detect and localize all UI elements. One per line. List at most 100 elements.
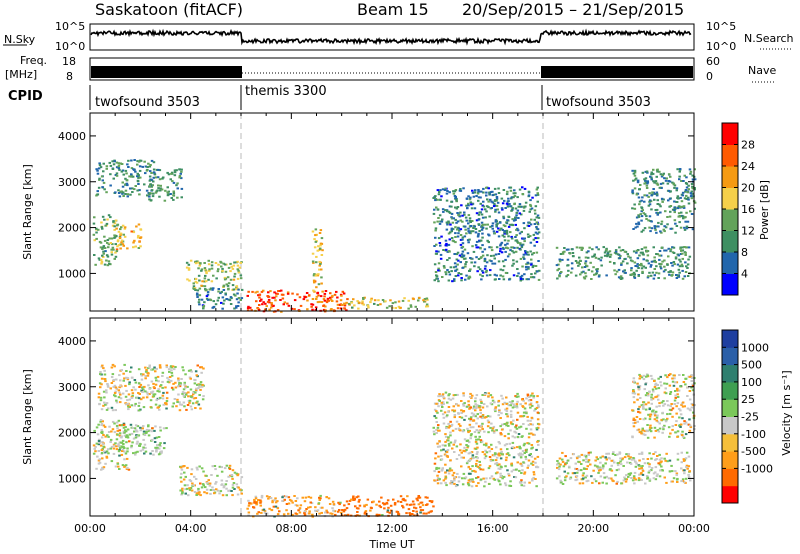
- range-gate-cell: [631, 169, 634, 172]
- range-gate-cell: [154, 376, 158, 379]
- range-gate-cell: [637, 479, 641, 482]
- range-gate-cell: [663, 424, 666, 427]
- range-gate-cell: [675, 420, 678, 423]
- range-gate-cell: [312, 274, 316, 277]
- range-gate-cell: [107, 243, 111, 246]
- range-gate-cell: [116, 245, 119, 248]
- range-gate-cell: [501, 202, 505, 205]
- range-gate-cell: [475, 462, 478, 465]
- range-gate-cell: [97, 459, 101, 462]
- range-gate-cell: [612, 451, 615, 454]
- range-gate-cell: [432, 212, 436, 215]
- range-gate-cell: [165, 400, 169, 402]
- range-gate-cell: [471, 245, 474, 248]
- range-gate-cell: [138, 445, 142, 447]
- range-gate-cell: [531, 276, 535, 279]
- range-gate-cell: [661, 182, 665, 185]
- range-gate-cell: [468, 417, 471, 420]
- range-gate-cell: [564, 455, 567, 458]
- range-gate-cell: [662, 426, 665, 429]
- range-gate-cell: [482, 443, 486, 446]
- range-gate-cell: [451, 280, 454, 283]
- range-gate-cell: [649, 413, 652, 416]
- range-gate-cell: [693, 425, 696, 427]
- range-gate-cell: [444, 481, 447, 484]
- range-gate-cell: [519, 447, 522, 450]
- range-gate-cell: [535, 406, 539, 409]
- range-gate-cell: [313, 290, 316, 293]
- range-gate-cell: [223, 276, 227, 279]
- range-gate-cell: [418, 496, 422, 499]
- range-gate-cell: [445, 484, 448, 487]
- range-gate-cell: [636, 382, 639, 385]
- range-gate-cell: [453, 479, 456, 482]
- range-gate-cell: [475, 240, 479, 243]
- range-gate-cell: [444, 440, 447, 443]
- range-gate-cell: [536, 411, 540, 414]
- range-gate-cell: [153, 393, 157, 396]
- range-gate-cell: [142, 430, 146, 433]
- range-gate-cell: [200, 298, 204, 301]
- range-gate-cell: [186, 385, 189, 388]
- range-gate-cell: [687, 246, 691, 249]
- range-gate-cell: [499, 247, 502, 250]
- range-gate-cell: [161, 397, 165, 400]
- range-gate-cell: [267, 298, 271, 301]
- range-gate-cell: [425, 512, 428, 515]
- range-gate-cell: [136, 172, 139, 175]
- range-gate-cell: [676, 481, 679, 483]
- range-gate-cell: [100, 221, 103, 224]
- range-gate-cell: [521, 193, 525, 196]
- range-gate-cell: [530, 447, 533, 450]
- range-gate-cell: [165, 407, 168, 410]
- range-gate-cell: [117, 443, 120, 446]
- range-gate-cell: [121, 464, 125, 467]
- range-gate-cell: [109, 441, 112, 443]
- range-gate-cell: [537, 237, 540, 240]
- range-gate-cell: [569, 457, 573, 460]
- range-gate-cell: [130, 432, 134, 435]
- range-gate-cell: [522, 256, 525, 259]
- range-gate-cell: [524, 251, 527, 254]
- range-gate-cell: [469, 230, 473, 233]
- range-gate-cell: [221, 483, 224, 486]
- range-gate-cell: [442, 265, 446, 268]
- range-gate-cell: [527, 423, 531, 426]
- range-gate-cell: [512, 456, 516, 459]
- range-gate-cell: [479, 273, 482, 276]
- range-gate-cell: [257, 309, 261, 311]
- range-gate-cell: [633, 171, 637, 174]
- range-gate-cell: [102, 245, 106, 248]
- range-gate-cell: [442, 403, 445, 405]
- range-gate-cell: [484, 265, 487, 268]
- range-gate-cell: [682, 374, 685, 376]
- range-gate-cell: [519, 415, 522, 418]
- range-gate-cell: [455, 268, 459, 271]
- range-gate-cell: [486, 239, 489, 242]
- range-gate-cell: [652, 191, 655, 194]
- range-gate-cell: [555, 477, 559, 480]
- range-gate-cell: [558, 465, 561, 468]
- range-gate-cell: [514, 395, 517, 398]
- range-gate-cell: [475, 394, 479, 397]
- range-gate-cell: [526, 466, 529, 469]
- range-gate-cell: [101, 441, 104, 443]
- range-gate-cell: [652, 390, 655, 393]
- range-gate-cell: [94, 263, 97, 266]
- range-gate-cell: [179, 382, 182, 385]
- range-gate-cell: [508, 454, 511, 457]
- range-gate-cell: [557, 462, 560, 465]
- range-gate-cell: [137, 223, 141, 226]
- range-gate-cell: [654, 471, 657, 474]
- range-gate-cell: [166, 186, 169, 189]
- range-gate-cell: [671, 428, 674, 431]
- range-gate-cell: [409, 513, 412, 516]
- range-gate-cell: [385, 306, 389, 309]
- range-gate-cell: [594, 256, 598, 259]
- range-gate-cell: [614, 251, 618, 253]
- range-gate-cell: [683, 174, 686, 177]
- range-gate-cell: [465, 462, 469, 465]
- range-gate-cell: [95, 168, 98, 171]
- range-gate-cell: [574, 462, 577, 465]
- range-gate-cell: [673, 377, 676, 380]
